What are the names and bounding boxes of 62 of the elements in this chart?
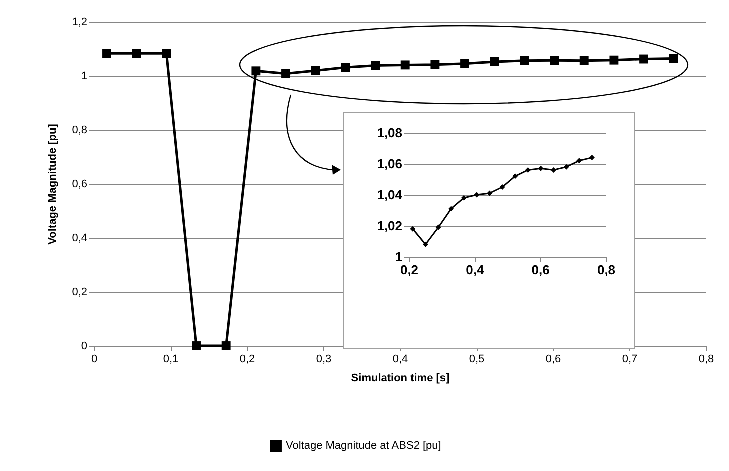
point [341,63,350,72]
y-tick-label: 1 [81,70,88,82]
y-tick-label: 1,08 [377,126,402,140]
x-tick-label: 0,8 [698,354,714,366]
y-tick-label: 1,02 [377,218,402,234]
point [192,342,201,350]
y-tick-label: 1 [395,250,402,264]
point [252,66,261,76]
y-tick-label: 0,6 [72,178,88,190]
y-tick-label: 0,8 [72,124,88,136]
point [580,56,589,66]
point [576,158,582,164]
point [610,56,619,65]
point [222,342,231,350]
y-tick-label: 1,2 [72,16,88,28]
point [282,69,290,78]
point [589,155,595,161]
point [550,56,559,66]
point [490,57,500,66]
point [102,49,112,58]
y-tick-label: 1,06 [377,156,402,172]
point [410,226,416,232]
y-tick-label: 0,4 [72,232,88,244]
point [400,60,410,70]
point [500,184,506,190]
point [448,206,454,212]
x-tick-label: 0,4 [466,262,485,278]
x-tick-label: 0,7 [622,354,638,366]
y-tick-label: 0,2 [72,286,88,298]
point [371,61,380,70]
point [640,54,649,64]
point [551,167,557,173]
point [162,49,172,58]
point [538,166,544,172]
x-tick-label: 0,8 [597,262,616,278]
legend-label: Voltage Magnitude at ABS2 [pu] [286,440,442,452]
point [430,60,440,70]
point [512,174,518,180]
point [311,66,320,76]
point [525,167,531,173]
x-tick-label: 0,6 [546,354,562,366]
point [423,242,428,248]
point [487,190,493,196]
point [436,224,442,230]
y-tick-label: 0 [81,340,88,352]
point [474,192,480,198]
x-tick-label: 0,2 [240,354,256,366]
x-tick-label: 0 [91,354,98,366]
x-tick-label: 0,3 [316,354,332,366]
point [564,164,570,170]
x-axis-title: Simulation time [s] [351,372,450,384]
y-axis-title: Voltage Magnitude [pu] [47,124,60,245]
point [669,54,678,64]
point [460,59,470,68]
y-tick-label: 1,04 [377,188,404,202]
point [520,56,530,66]
x-tick-label: 0,6 [532,262,550,278]
x-tick-label: 0,1 [163,354,179,366]
x-tick-label: 0,2 [400,262,419,278]
point [132,49,142,58]
point [461,195,467,201]
x-tick-label: 0,5 [469,354,485,366]
